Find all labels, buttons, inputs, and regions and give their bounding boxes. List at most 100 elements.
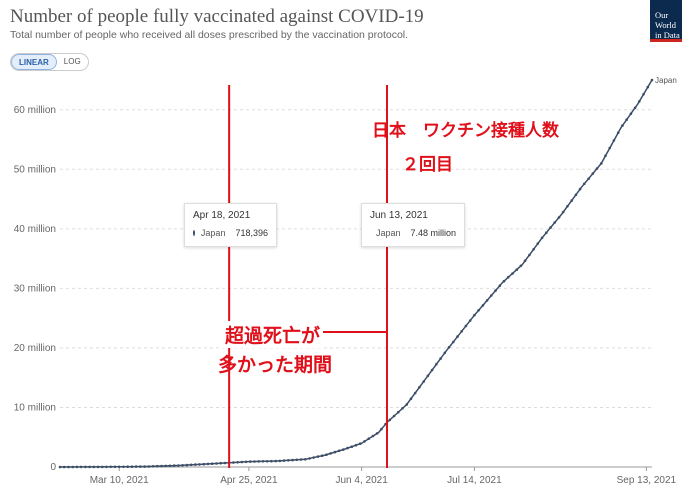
y-tick-label: 40 million: [14, 224, 56, 235]
series-point: [608, 146, 611, 150]
series-line-japan: [59, 79, 653, 468]
y-tick-label: 0: [50, 462, 56, 473]
series-point: [485, 299, 489, 302]
series-point: [468, 319, 472, 322]
series-point: [566, 205, 569, 208]
series-point: [320, 454, 324, 458]
series-point: [392, 414, 396, 418]
tooltip-value: 718,396: [235, 228, 268, 238]
owid-logo[interactable]: Our World in Data: [650, 0, 682, 42]
series-point: [215, 462, 218, 465]
series-point: [71, 465, 74, 469]
series-point: [333, 450, 337, 454]
series-point: [156, 464, 159, 468]
series-point: [308, 457, 311, 460]
series-point: [418, 386, 421, 389]
series-point: [371, 434, 375, 438]
series-point: [346, 446, 349, 450]
series-point: [185, 463, 189, 467]
series-point: [84, 465, 87, 469]
series-point: [621, 124, 624, 127]
series-point: [477, 309, 480, 312]
series-point: [240, 460, 244, 464]
series-point: [595, 167, 599, 170]
series-point: [549, 226, 552, 229]
series-point: [587, 177, 590, 180]
y-tick-label: 20 million: [14, 343, 56, 354]
series-point: [312, 456, 316, 459]
series-point: [249, 460, 252, 463]
series-point: [439, 357, 442, 360]
series-point: [130, 465, 134, 469]
tooltip-date: Apr 18, 2021: [193, 210, 251, 221]
series-point: [261, 460, 265, 463]
series-point: [506, 276, 510, 279]
series-point: [460, 330, 464, 333]
series-point: [570, 199, 573, 202]
series-point: [591, 172, 595, 175]
annotation-title: 日本 ワクチン接種人数: [372, 121, 559, 140]
series-point: [177, 464, 180, 467]
series-point: [109, 465, 112, 469]
series-point: [96, 465, 100, 469]
series-point: [299, 458, 303, 461]
series-point: [287, 459, 290, 462]
series-point: [629, 112, 633, 115]
series-point: [147, 465, 151, 468]
series-point: [325, 453, 328, 457]
series-point: [435, 363, 438, 366]
series-point: [168, 464, 172, 468]
series-point: [67, 465, 70, 469]
series-point: [316, 455, 320, 458]
series-point: [528, 253, 531, 257]
series-point: [101, 465, 104, 469]
linear-scale-button[interactable]: LINEAR: [11, 54, 57, 70]
series-point: [464, 324, 468, 328]
tooltip-country: Japan: [200, 228, 226, 238]
x-tick-label: Mar 10, 2021: [90, 475, 149, 486]
series-point: [633, 106, 637, 110]
series-point: [282, 459, 286, 462]
series-point: [557, 216, 561, 219]
series-point: [452, 340, 455, 344]
series-point: [105, 465, 108, 469]
series-point: [236, 461, 239, 464]
y-tick-label: 60 million: [14, 105, 56, 116]
series-point: [511, 272, 514, 275]
log-scale-button[interactable]: LOG: [63, 57, 81, 66]
series-point: [88, 465, 91, 469]
series-point: [354, 443, 358, 447]
series-point: [350, 445, 354, 449]
tooltip-country: Japan: [376, 228, 401, 238]
series-point: [600, 162, 603, 165]
y-tick-label: 10 million: [14, 402, 56, 413]
series-point: [58, 465, 62, 469]
series-point: [612, 139, 616, 142]
series-point: [223, 461, 227, 465]
series-point: [515, 268, 518, 272]
series-point: [473, 313, 476, 317]
tooltip-date: Jun 13, 2021: [370, 210, 428, 221]
series-point: [646, 85, 650, 89]
series-point: [642, 93, 645, 96]
series-point: [540, 236, 544, 240]
series-point: [574, 193, 578, 197]
series-point: [304, 458, 307, 461]
scale-toggle: LINEAR LOG: [10, 53, 89, 71]
series-point: [363, 440, 366, 443]
series-point: [553, 221, 556, 224]
x-tick-label: Sep 13, 2021: [617, 475, 677, 486]
tooltip-jun13: Jun 13, 2021 Japan 7.48 million: [361, 203, 465, 247]
chart-title: Number of people fully vaccinated agains…: [10, 6, 424, 27]
annotation-period-line1: 超過死亡が: [222, 321, 324, 348]
series-point: [342, 448, 345, 451]
series-point: [638, 100, 641, 103]
series-point: [409, 397, 413, 401]
series-point: [536, 242, 540, 245]
x-tick-label: Jul 14, 2021: [447, 475, 502, 486]
series-point: [329, 452, 332, 455]
series-point: [75, 465, 79, 469]
series-point: [625, 118, 628, 121]
series-point: [143, 465, 146, 468]
series-point: [481, 304, 485, 307]
